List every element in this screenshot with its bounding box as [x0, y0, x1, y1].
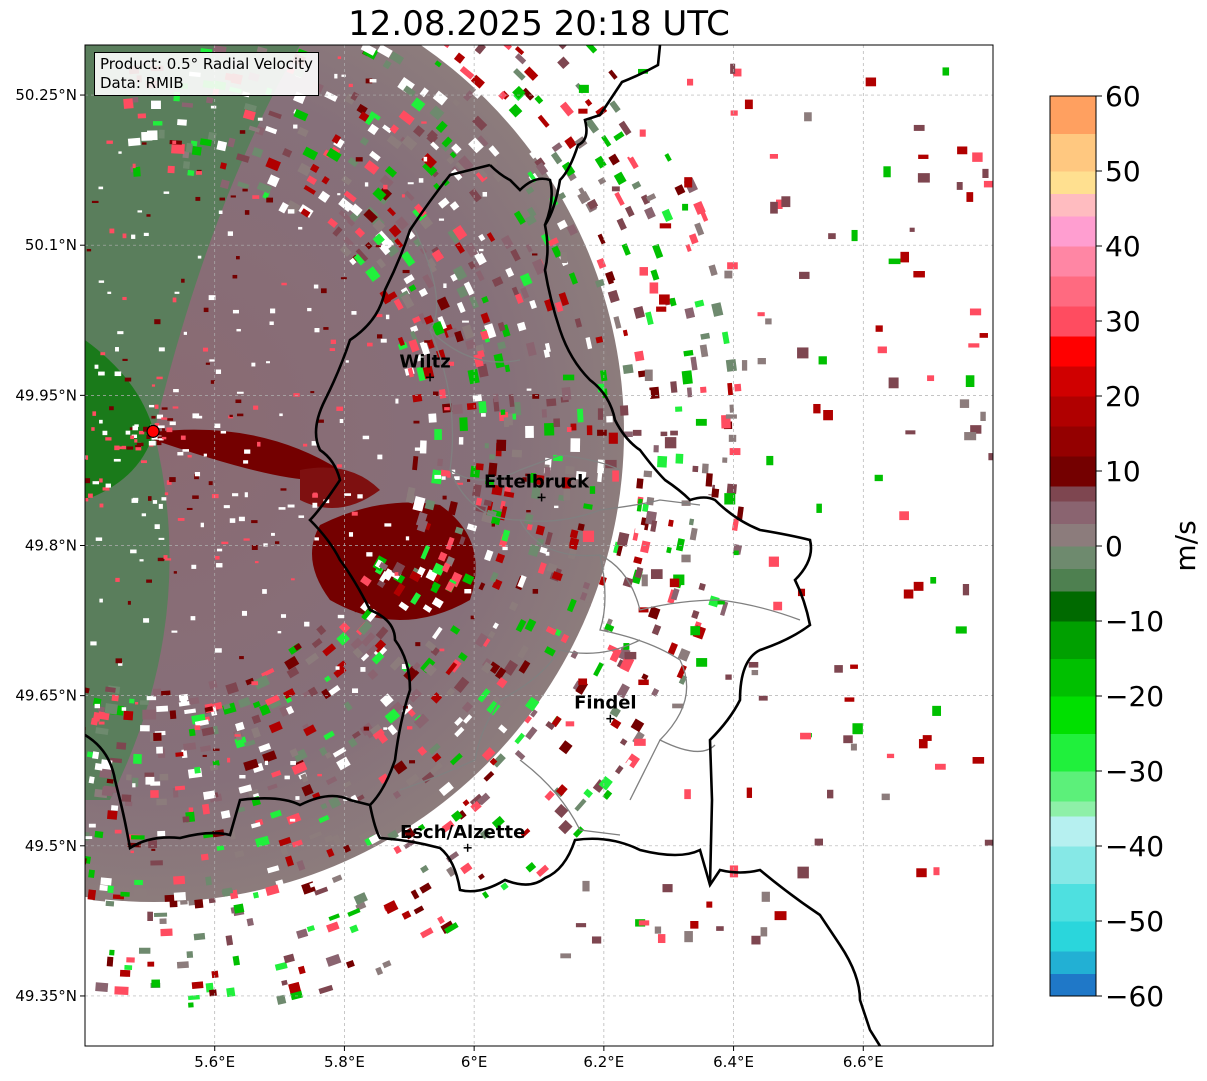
colorbar-label: m/s	[1169, 520, 1202, 571]
colorbar-segment	[1050, 96, 1096, 134]
lat-tick-label: 49.95°N	[15, 386, 77, 404]
lon-tick-label: 6.6°E	[843, 1053, 884, 1071]
colorbar-segment	[1050, 771, 1096, 802]
colorbar-segment	[1050, 921, 1096, 952]
strong-inbound-region	[85, 340, 154, 500]
radar-site-marker[interactable]	[146, 424, 160, 438]
lon-tick-label: 6.4°E	[713, 1053, 754, 1071]
national-border-north	[489, 164, 553, 226]
radar-speckles	[85, 45, 993, 1008]
inbound-velocity-region	[85, 45, 300, 800]
national-border-east	[543, 45, 813, 886]
colorbar-tick-label: 0	[1105, 530, 1123, 563]
colorbar-segment	[1050, 883, 1096, 922]
city-layer: Wiltz Ettelbruck Findel Esch/Alzette	[399, 351, 637, 852]
lat-tick-label: 50.25°N	[15, 86, 77, 104]
city-label: Ettelbruck	[484, 471, 590, 492]
colorbar-tick-label: 60	[1105, 80, 1141, 113]
colorbar-segment	[1050, 696, 1096, 734]
colorbar-tick-label: 40	[1105, 230, 1141, 263]
borders-layer	[85, 45, 882, 1046]
lat-tick-label: 49.8°N	[25, 537, 77, 555]
colorbar-segment	[1050, 973, 1096, 997]
colorbar-segment	[1050, 193, 1096, 217]
lon-tick-label: 5.6°E	[194, 1053, 235, 1071]
colorbar-segment	[1050, 816, 1096, 847]
colorbar-segment	[1050, 336, 1096, 367]
city-marker[interactable]	[426, 373, 435, 382]
colorbar-segment	[1050, 133, 1096, 172]
colorbar-segment	[1050, 276, 1096, 307]
colorbar-segment	[1050, 801, 1096, 817]
colorbar-tick-label: −50	[1105, 905, 1164, 938]
lon-tick-label: 5.8°E	[324, 1053, 365, 1071]
colorbar-segment	[1050, 546, 1096, 569]
city-label: Wiltz	[399, 351, 450, 372]
national-border-west	[308, 163, 491, 806]
colorbar-tick-label: 50	[1105, 155, 1141, 188]
colorbar: 60 50 40 30 20 10 0 −10 −20 −30 −40 −50 −60 m/s	[1049, 80, 1202, 1013]
colorbar-segment	[1050, 486, 1096, 502]
colorbar-segment	[1050, 591, 1096, 622]
colorbar-tick-label: 20	[1105, 380, 1141, 413]
city-marker[interactable]	[463, 843, 472, 852]
data-source-label: Data: RMIB	[100, 74, 184, 92]
colorbar-segment	[1050, 246, 1096, 277]
colorbar-segment	[1050, 216, 1096, 247]
colorbar-segment	[1050, 621, 1096, 659]
colorbar-segment	[1050, 306, 1096, 337]
canton-borders	[399, 219, 801, 836]
colorbar-segment	[1050, 846, 1096, 884]
product-label: Product: 0.5° Radial Velocity	[100, 55, 313, 73]
colorbar-segment	[1050, 658, 1096, 697]
colorbar-segment	[1050, 366, 1096, 397]
colorbar-tick-label: −10	[1105, 605, 1164, 638]
colorbar-segment	[1050, 733, 1096, 772]
outbound-core-near-radar	[154, 429, 340, 480]
colorbar-tick-label: 10	[1105, 455, 1141, 488]
colorbar-segment	[1050, 568, 1096, 592]
city-label: Esch/Alzette	[400, 822, 525, 843]
product-info-box: Product: 0.5° Radial Velocity Data: RMIB	[94, 52, 319, 96]
colorbar-tick-label: −40	[1105, 830, 1164, 863]
colorbar-segment	[1050, 501, 1096, 524]
lat-tick-label: 49.65°N	[15, 687, 77, 705]
city-marker[interactable]	[537, 493, 546, 502]
colorbar-segment	[1050, 456, 1096, 487]
colorbar-segment	[1050, 171, 1096, 194]
national-border-south	[85, 733, 882, 1046]
radar-echo-layer	[85, 45, 993, 1008]
lat-tick-label: 50.1°N	[25, 236, 77, 254]
lat-tick-label: 49.5°N	[25, 837, 77, 855]
colorbar-segment	[1050, 426, 1096, 457]
city-marker[interactable]	[606, 714, 615, 723]
colorbar-segment	[1050, 396, 1096, 427]
colorbar-tick-label: 30	[1105, 305, 1141, 338]
colorbar-tick-label: −60	[1105, 980, 1164, 1013]
axis-ticks: 5.6°E 5.8°E 6°E 6.2°E 6.4°E 6.6°E 50.25°N 50.1°…	[15, 86, 883, 1071]
colorbar-tick-label: −30	[1105, 755, 1164, 788]
colorbar-segment	[1050, 951, 1096, 974]
lon-tick-label: 6.2°E	[583, 1053, 624, 1071]
map-title: 12.08.2025 20:18 UTC	[348, 4, 730, 44]
colorbar-segment	[1050, 523, 1096, 547]
colorbar-tick-label: −20	[1105, 680, 1164, 713]
lon-tick-label: 6°E	[461, 1053, 488, 1071]
lat-tick-label: 49.35°N	[15, 987, 77, 1005]
city-label: Findel	[574, 693, 637, 714]
